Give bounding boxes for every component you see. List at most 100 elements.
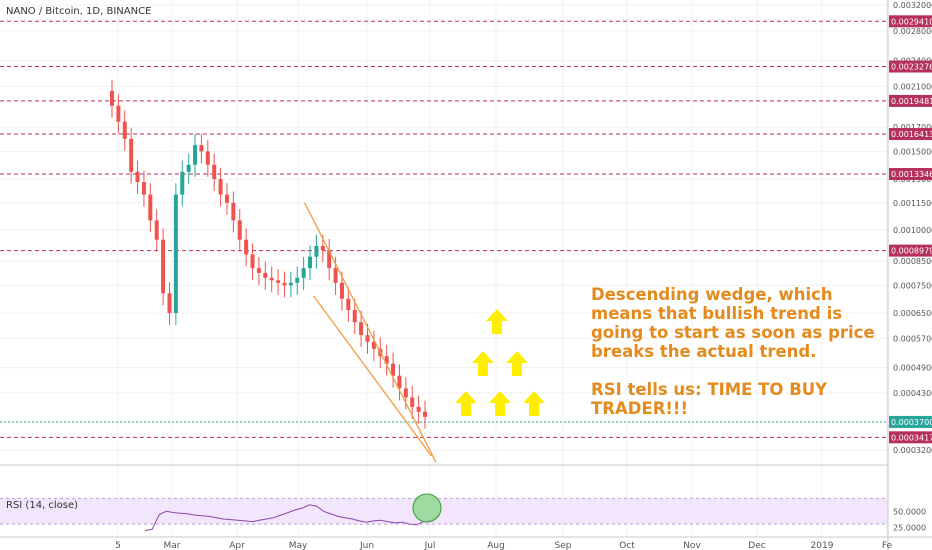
candle-body — [148, 194, 153, 221]
level-tag-label: 0.0019481 — [891, 97, 932, 106]
level-tag-bg — [889, 94, 932, 107]
candle-body — [141, 182, 146, 195]
up-arrow-icon — [523, 391, 545, 416]
time-tick-label: May — [289, 541, 308, 550]
time-tick-label: Oct — [619, 541, 635, 550]
candlesticks — [110, 79, 427, 429]
candle-body — [250, 254, 255, 269]
candle-body — [391, 363, 396, 376]
candle-body — [314, 245, 319, 257]
level-tag-bg — [889, 431, 932, 444]
annotation-rsi-text: RSI tells us: TIME TO BUY TRADER!!! — [591, 380, 828, 418]
candle-body — [212, 164, 217, 180]
time-tick-label: 2019 — [811, 541, 834, 550]
price-tick-label: 0.0008500 — [893, 257, 932, 266]
level-tag-label: 0.0029410 — [891, 17, 932, 26]
candle-body — [199, 145, 204, 152]
candle-body — [295, 277, 300, 283]
level-tag-label: 0.0008979 — [891, 247, 932, 256]
vertical-gridlines — [117, 0, 888, 537]
up-arrow-icon — [455, 391, 477, 416]
price-tick-label: 0.0028000 — [893, 27, 932, 36]
candle-body — [186, 164, 191, 172]
level-tag-bg — [889, 60, 932, 73]
candle-body — [423, 411, 427, 417]
price-tick-label: 0.0015000 — [893, 147, 932, 156]
level-tag-label: 0.0023276 — [891, 63, 932, 72]
time-axis-labels: 5 Mar Apr May Jun Jul Aug Sep Oct Nov Dec 2019 Fe — [115, 541, 892, 550]
time-tick-label: Apr — [229, 541, 245, 550]
level-tag-label: 0.0013346 — [891, 170, 932, 179]
candle-body — [167, 293, 172, 314]
up-arrow-icon — [472, 351, 494, 376]
candle-body — [263, 272, 268, 278]
up-arrows — [455, 309, 545, 416]
candle-body — [339, 282, 344, 299]
time-tick-label: Jun — [359, 541, 374, 550]
rsi-band — [0, 498, 888, 525]
candle-body — [333, 268, 338, 283]
time-tick-label: Aug — [487, 541, 505, 550]
current-price-tag-bg — [889, 415, 932, 428]
rsi-tick-label: 25.0000 — [893, 523, 926, 532]
time-tick-label: Sep — [555, 541, 572, 550]
candle-body — [154, 220, 159, 240]
candle-body — [288, 282, 293, 286]
price-tick-label: 0.0005700 — [893, 334, 932, 343]
rsi-indicator-label: RSI (14, close) — [6, 500, 79, 511]
annotation-wedge-text: Descending wedge, which means that bulli… — [591, 285, 875, 361]
candle-body — [282, 282, 287, 286]
rsi-highlight-circle — [412, 493, 442, 523]
level-tag-bg — [889, 15, 932, 28]
candle-body — [218, 179, 223, 195]
rsi-threshold-lines — [0, 497, 888, 525]
price-tick-label: 0.0004900 — [893, 364, 932, 373]
resistance-levels — [0, 20, 888, 438]
time-tick-label: 5 — [115, 541, 121, 550]
price-tick-label: 0.0021000 — [893, 82, 932, 91]
candle-body — [371, 341, 376, 349]
candle-body — [110, 90, 114, 106]
rsi-tick-label: 50.0000 — [893, 507, 926, 516]
candle-body — [193, 145, 198, 165]
time-tick-label: Fe — [882, 541, 893, 550]
time-tick-label: Nov — [683, 541, 701, 550]
candle-body — [180, 171, 185, 195]
candle-body — [161, 239, 166, 294]
candle-body — [116, 105, 121, 122]
price-tick-label: 0.0017000 — [893, 123, 932, 132]
time-tick-label: Mar — [164, 541, 181, 550]
symbol-title: NANO / Bitcoin, 1D, BINANCE — [6, 6, 152, 17]
level-tag-bg — [889, 244, 932, 257]
level-tag-label: 0.0016413 — [891, 130, 932, 139]
analysis-annotation: Descending wedge, which means that bulli… — [591, 285, 891, 418]
candle-body — [256, 268, 261, 273]
time-tick-label: Jul — [424, 541, 436, 550]
candle-body — [327, 250, 332, 269]
candle-body — [269, 277, 274, 281]
candle-body — [352, 310, 357, 323]
candle-body — [231, 202, 236, 221]
rsi-axis-labels: 50.0000 25.0000 — [893, 507, 926, 532]
candle-body — [346, 298, 351, 311]
candle-body — [403, 388, 408, 398]
level-tag-bg — [889, 128, 932, 141]
candle-body — [122, 121, 127, 139]
candle-body — [173, 194, 178, 314]
wedge-upper-line — [304, 202, 437, 463]
current-price-tag-label: 0.0003700 — [891, 418, 932, 427]
candle-body — [301, 268, 306, 278]
descending-wedge — [304, 202, 437, 463]
rsi-line — [144, 504, 439, 532]
wedge-lower-line — [313, 295, 433, 457]
candle-body — [224, 194, 229, 203]
candle-body — [320, 245, 325, 251]
candle-body — [244, 239, 249, 255]
time-tick-label: Dec — [748, 541, 765, 550]
price-tick-label: 0.0004300 — [893, 389, 932, 398]
candle-body — [129, 138, 134, 172]
level-price-tags: 0.00294100.00232760.00194810.00164130.00… — [889, 15, 932, 444]
candle-body — [384, 356, 389, 364]
price-tick-label: 0.0003200 — [893, 446, 932, 455]
